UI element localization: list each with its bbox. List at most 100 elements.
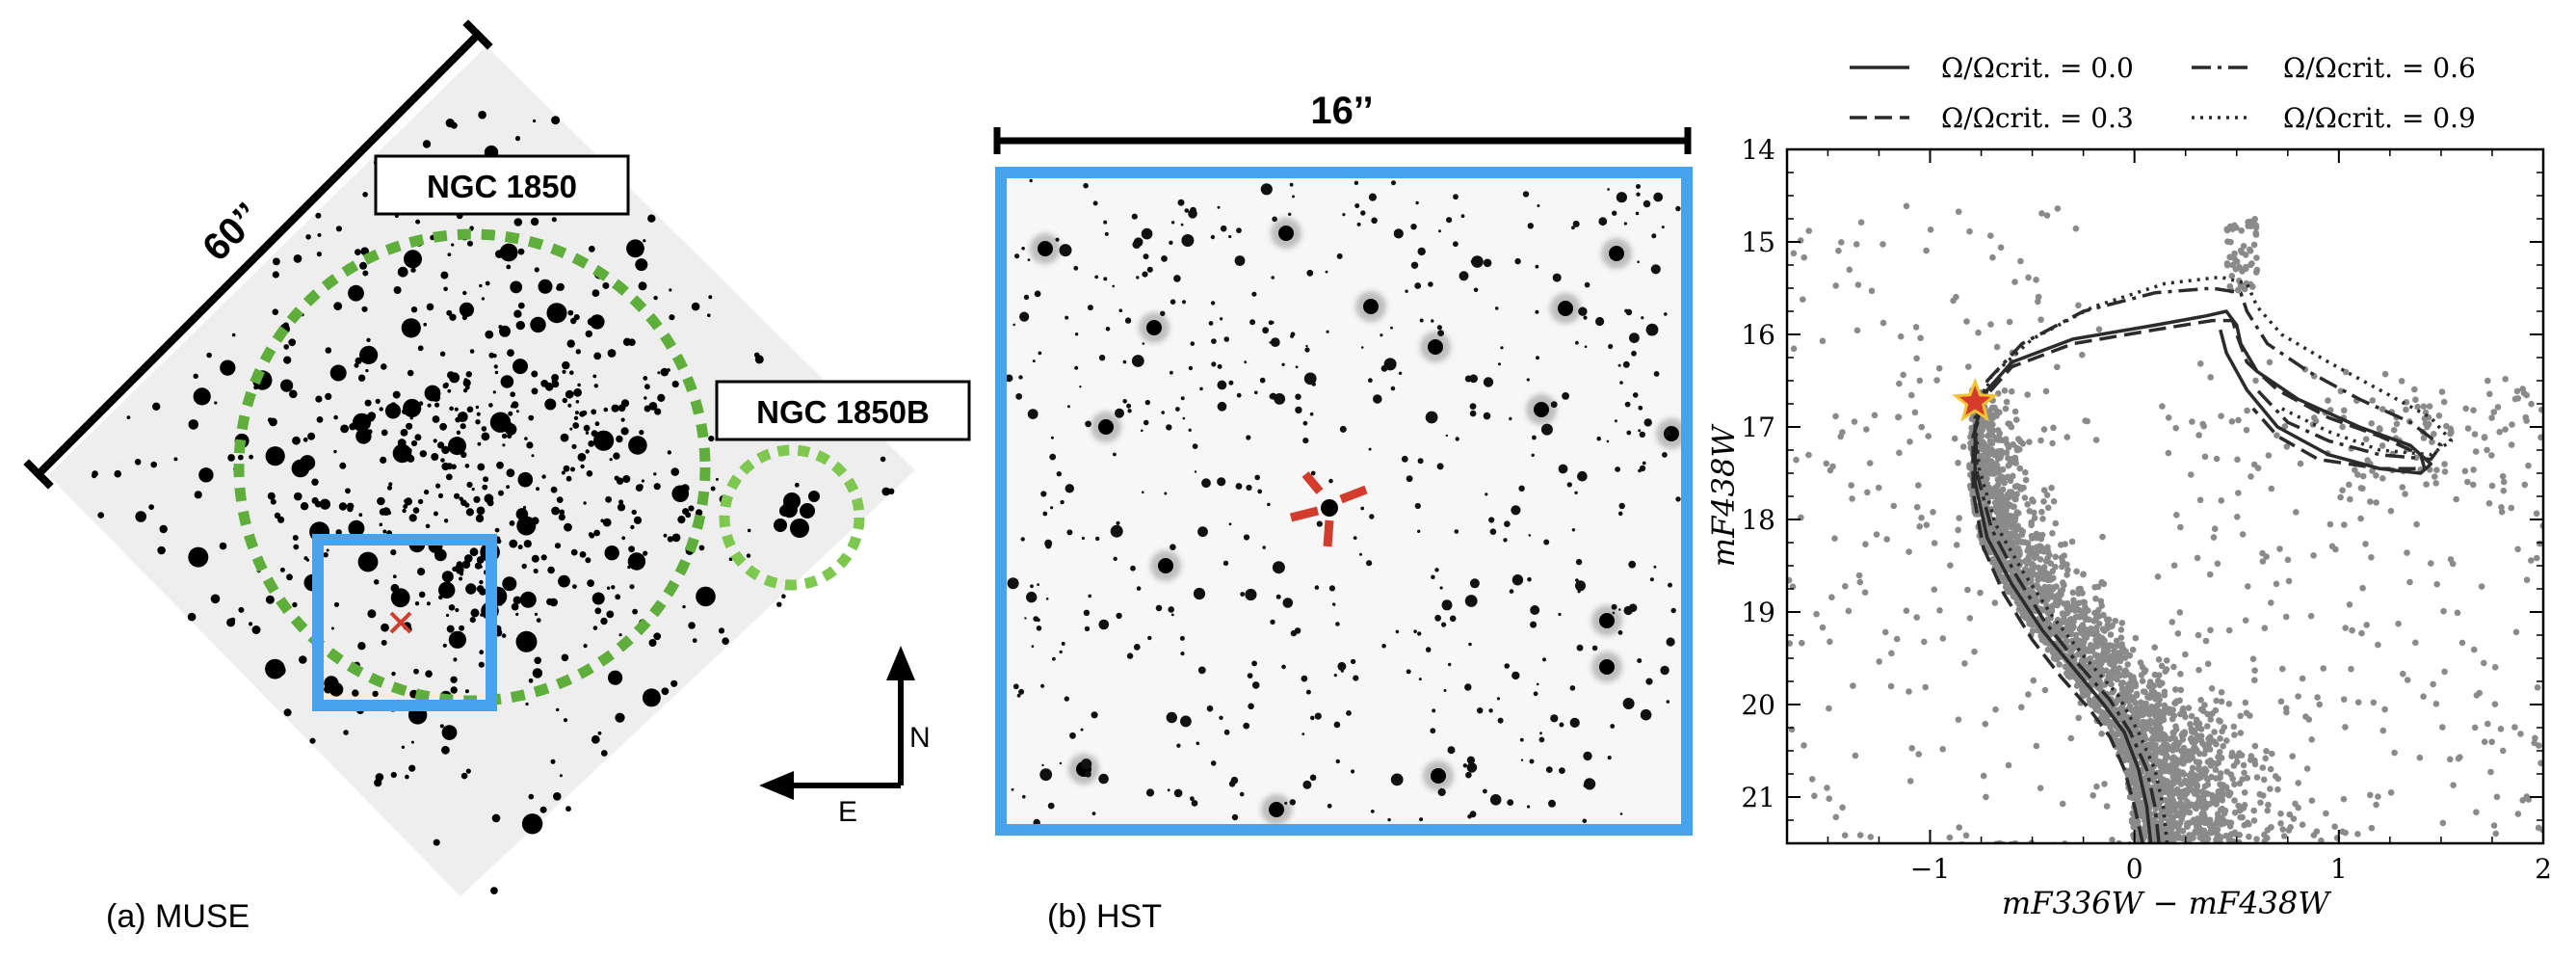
hst-scale-bar — [993, 127, 1692, 154]
cmd-point — [2156, 813, 2163, 820]
cmd-point — [1826, 795, 1832, 802]
muse-star — [608, 670, 623, 685]
muse-star — [569, 427, 573, 431]
cmd-point — [2041, 595, 2049, 601]
muse-star — [220, 359, 236, 376]
muse-star — [426, 303, 434, 311]
muse-star — [593, 384, 598, 388]
cmd-point — [2160, 767, 2167, 775]
cmd-point — [2012, 460, 2019, 466]
cmd-point — [1955, 460, 1961, 466]
cmd-point — [2086, 616, 2092, 624]
cmd-point — [2172, 778, 2180, 785]
cmd-point — [2051, 652, 2058, 658]
cmd-point — [2189, 764, 2196, 772]
muse-star — [380, 456, 387, 464]
hst-star — [1465, 771, 1472, 779]
cmd-point — [2202, 637, 2210, 645]
hst-star — [1449, 615, 1457, 623]
muse-star — [352, 689, 359, 697]
cmd-point — [2107, 723, 2114, 731]
hst-star — [1223, 336, 1229, 342]
hst-star — [1353, 536, 1357, 540]
muse-star — [475, 405, 480, 410]
cmd-point — [2097, 708, 2104, 715]
cmd-point — [2187, 721, 2194, 728]
cmd-point — [2220, 742, 2226, 750]
hst-star — [1116, 520, 1120, 525]
cmd-point — [2213, 697, 2220, 705]
hst-star — [1417, 631, 1422, 636]
muse-star — [588, 440, 595, 447]
x-tick-label: 1 — [2330, 853, 2348, 885]
cmd-point — [2509, 421, 2515, 428]
cmd-point — [2242, 617, 2249, 624]
muse-star — [494, 370, 499, 375]
cmd-point — [2163, 833, 2169, 840]
muse-star — [688, 505, 695, 512]
muse-star — [459, 302, 474, 317]
muse-star — [517, 545, 523, 550]
cmd-point — [2075, 606, 2083, 614]
muse-star — [594, 421, 600, 427]
hst-star — [1406, 475, 1413, 483]
cmd-point — [2363, 622, 2370, 628]
cmd-point — [1913, 614, 1920, 621]
cmd-point — [2026, 439, 2033, 445]
muse-star — [272, 271, 279, 279]
hst-star — [1173, 788, 1183, 798]
muse-star — [585, 330, 592, 338]
cmd-point — [2231, 809, 2239, 816]
hst-star — [1026, 591, 1038, 603]
muse-star — [506, 485, 510, 490]
muse-star — [533, 568, 539, 574]
muse-star — [643, 239, 646, 243]
muse-star — [561, 653, 569, 662]
cmd-point — [2379, 442, 2386, 449]
cmd-point — [2377, 426, 2383, 434]
muse-star — [632, 608, 638, 615]
hst-star — [1370, 810, 1375, 813]
cmd-point — [2066, 616, 2074, 624]
cmd-point — [2156, 724, 2164, 732]
muse-star — [288, 338, 297, 347]
hst-star — [1527, 576, 1532, 582]
cmd-point — [2013, 446, 2021, 454]
hst-star — [1199, 386, 1203, 391]
cmd-point — [2429, 439, 2435, 445]
cmd-point — [1977, 589, 1984, 597]
muse-star — [469, 617, 476, 624]
cmd-point — [2045, 583, 2053, 591]
muse-star — [692, 638, 697, 643]
cmd-point — [2484, 446, 2490, 454]
muse-star — [467, 240, 473, 247]
cmd-point — [2119, 645, 2127, 652]
cmd-point — [2090, 792, 2096, 799]
muse-star — [433, 838, 440, 846]
muse-star — [364, 399, 372, 407]
cmd-point — [1787, 576, 1793, 584]
muse-star — [97, 512, 104, 519]
cmd-point — [2283, 443, 2291, 450]
muse-star — [517, 248, 525, 255]
hst-star — [1584, 778, 1596, 790]
muse-star — [294, 492, 302, 501]
hst-star — [1670, 607, 1676, 614]
muse-star — [531, 370, 539, 378]
cmd-point — [2014, 545, 2022, 551]
cmd-point — [2252, 229, 2259, 237]
cmd-point — [2473, 809, 2480, 815]
cmd-point — [2513, 387, 2521, 395]
hst-star — [1184, 208, 1190, 213]
cmd-point — [1989, 253, 1996, 261]
cmd-point — [2011, 528, 2018, 536]
hst-star — [1126, 403, 1132, 409]
hst-star — [1246, 484, 1252, 492]
cmd-point — [2029, 621, 2037, 628]
hst-star — [1406, 669, 1411, 675]
muse-star — [633, 516, 643, 524]
hst-star — [1483, 788, 1487, 794]
hst-star — [1335, 758, 1341, 764]
cmd-point — [1936, 607, 1943, 614]
muse-star — [592, 625, 598, 630]
